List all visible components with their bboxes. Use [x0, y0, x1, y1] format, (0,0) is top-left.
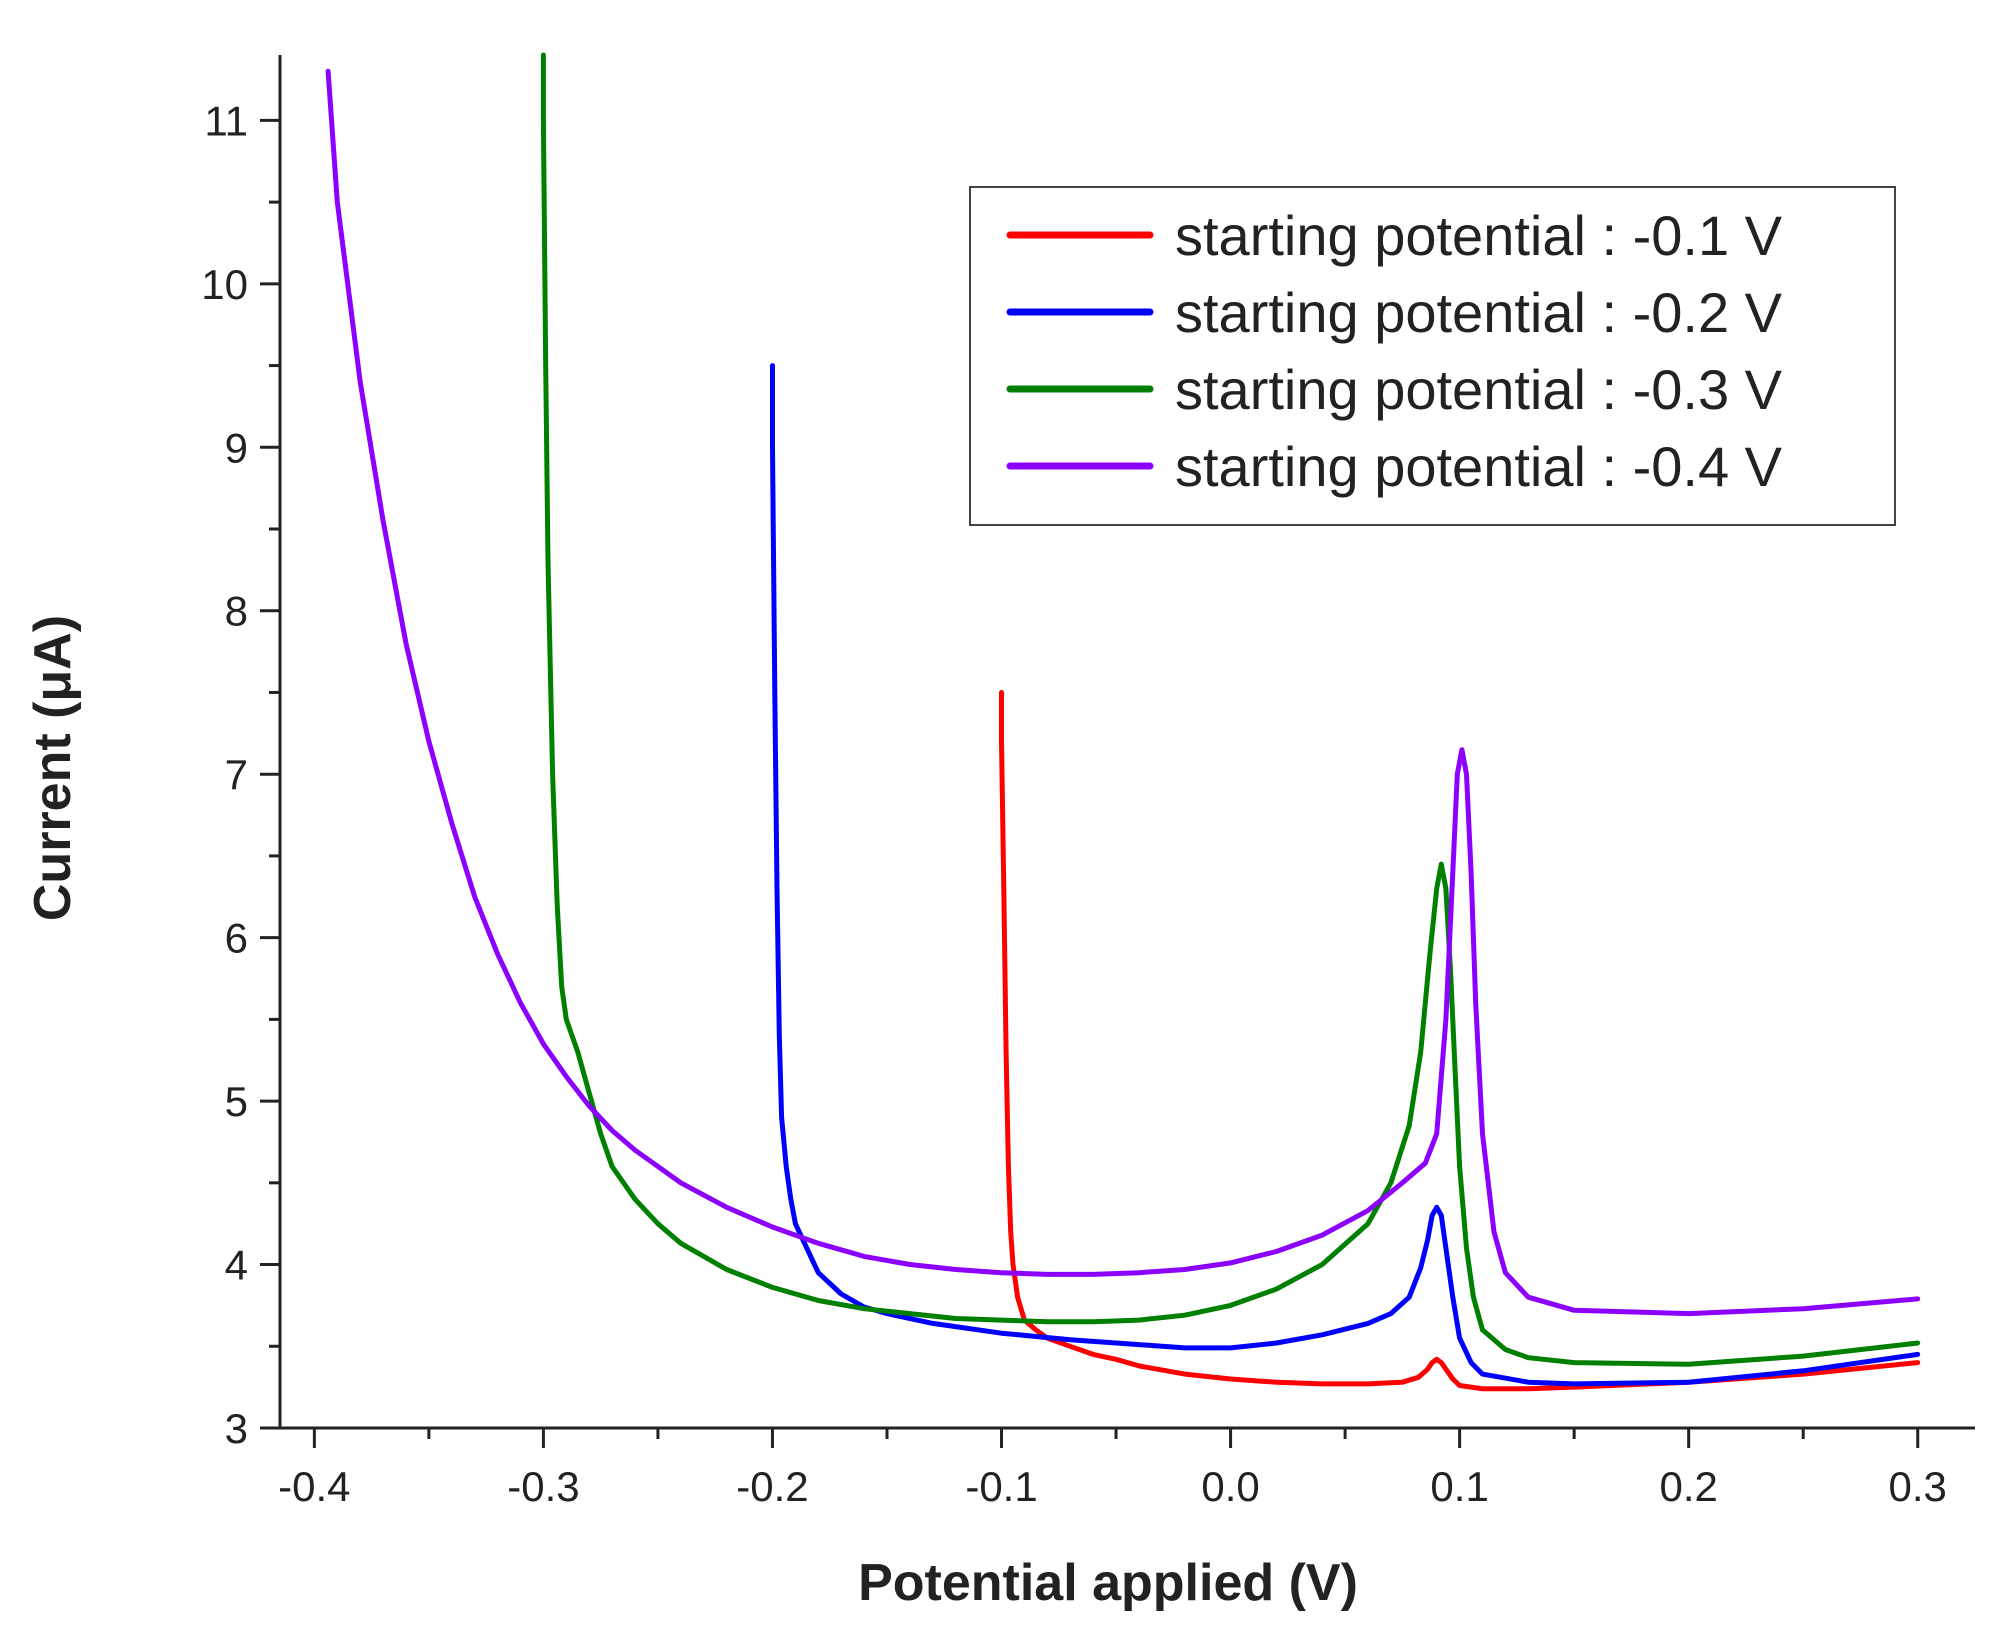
series-line-2: [770, 363, 1921, 1387]
y-tick-label: 5: [225, 1078, 248, 1125]
axes: -0.4 -0.3 -0.2 -0.1 0.0 0.1 0.2 0.3 3 4 5 6 7 8 9 10 11: [201, 55, 1975, 1510]
y-tick-label: 7: [225, 751, 248, 798]
legend-label: starting potential : -0.4 V: [1175, 435, 1783, 498]
x-tick-label: 0.2: [1659, 1463, 1717, 1510]
x-tick-label: 0.3: [1889, 1463, 1947, 1510]
y-axis-title: Current (μA): [24, 615, 82, 921]
legend-label: starting potential : -0.1 V: [1175, 204, 1783, 267]
series-group: [325, 52, 1921, 1392]
y-tick-label: 10: [201, 261, 248, 308]
x-tick-label: 0.1: [1430, 1463, 1488, 1510]
y-tick-label: 4: [225, 1242, 248, 1289]
y-tick-label: 9: [225, 424, 248, 471]
series-line-3: [540, 52, 1921, 1367]
legend-label: starting potential : -0.3 V: [1175, 358, 1783, 421]
series-line-4: [325, 68, 1921, 1317]
x-tick-label: -0.1: [965, 1463, 1037, 1510]
y-tick-label: 11: [204, 97, 248, 144]
series-line-1: [999, 690, 1921, 1392]
x-tick-label: -0.2: [736, 1463, 808, 1510]
y-tick-label: 3: [225, 1405, 248, 1452]
x-tick-label: -0.4: [278, 1463, 350, 1510]
legend-label: starting potential : -0.2 V: [1175, 281, 1783, 344]
y-tick-label: 6: [225, 915, 248, 962]
x-tick-label: 0.0: [1201, 1463, 1259, 1510]
y-tick-label: 8: [225, 588, 248, 635]
legend: starting potential : -0.1 V starting pote…: [969, 186, 1896, 526]
x-axis-title: Potential applied (V): [858, 1554, 1358, 1612]
x-tick-label: -0.3: [507, 1463, 579, 1510]
plot-area: [325, 52, 1921, 1392]
